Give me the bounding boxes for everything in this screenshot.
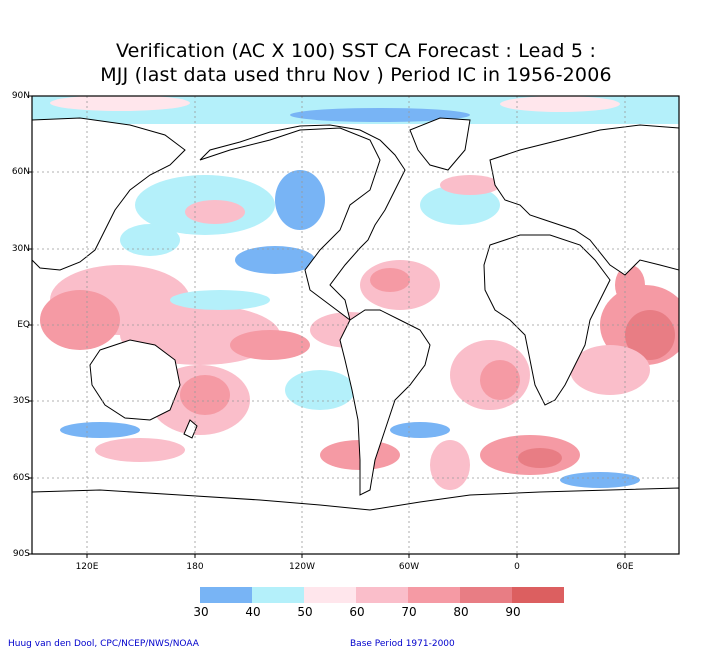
mc-warm <box>40 290 120 350</box>
credit-base-period: Base Period 1971-2000 <box>350 639 455 649</box>
npac-pink <box>185 200 245 224</box>
colorbar-tick-60: 60 <box>349 605 365 619</box>
colorbar-swatch-3 <box>304 587 356 603</box>
cpac-warm-2 <box>230 330 310 360</box>
sio-warm <box>570 345 650 395</box>
credit-author: Huug van den Dool, CPC/NCEP/NWS/NOAA <box>8 639 199 649</box>
spac-warm-2 <box>180 375 230 415</box>
coastlines <box>32 117 679 554</box>
tick-marks <box>28 95 626 558</box>
so-warm-3 <box>518 448 562 468</box>
lon-label-60e: 60E <box>616 562 634 572</box>
colorbar-tick-40: 40 <box>245 605 261 619</box>
so-warm-4 <box>95 438 185 462</box>
colorbar-swatch-4 <box>356 587 408 603</box>
africa <box>483 234 611 406</box>
satl-warm-2 <box>480 360 520 400</box>
lat-label-eq: EQ <box>17 320 30 330</box>
lat-label-90n: 90N <box>11 91 30 101</box>
lon-label-180: 180 <box>186 562 204 572</box>
so-warm-6 <box>430 440 470 490</box>
spac-light <box>285 370 355 410</box>
lat-label-60n: 60N <box>11 167 30 177</box>
colorbar-tick-90: 90 <box>505 605 521 619</box>
lon-label-120w: 120W <box>288 562 316 572</box>
colorbar-tick-50: 50 <box>297 605 313 619</box>
arabian-warm <box>615 265 645 305</box>
colorbar-tick-80: 80 <box>453 605 469 619</box>
greenland <box>409 117 471 171</box>
lon-label-120e: 120E <box>75 562 99 572</box>
npac-blue <box>235 246 315 274</box>
lat-label-90s: 90S <box>12 549 30 559</box>
colorbar-swatch-6 <box>460 587 512 603</box>
eurasia <box>489 124 679 276</box>
npac-west <box>120 224 180 256</box>
caribbean-warm <box>370 268 410 292</box>
colorbar-tick-70: 70 <box>401 605 417 619</box>
south-america <box>339 309 431 496</box>
so-blue-1 <box>60 422 140 438</box>
arctic-pink-2 <box>500 96 620 112</box>
natl-warm <box>440 175 500 195</box>
north-america <box>199 124 406 322</box>
chart-title-line1: Verification (AC X 100) SST CA Forecast … <box>115 40 597 62</box>
colorbar-swatch-1 <box>200 587 252 603</box>
io-warm-2 <box>625 310 675 360</box>
colorbar-swatch-7 <box>512 587 564 603</box>
east-asia <box>32 117 186 271</box>
colorbar-swatch-2 <box>252 587 304 603</box>
arctic-pink-1 <box>50 96 190 111</box>
chart-title-line2: MJJ (last data used thru Nov ) Period IC… <box>100 64 612 86</box>
so-blue-2 <box>390 422 450 438</box>
natl-light <box>420 185 500 225</box>
lon-label-60w: 60W <box>398 562 420 572</box>
lat-label-30n: 30N <box>11 244 30 254</box>
npac-east-blue <box>275 170 325 230</box>
australia <box>89 339 181 421</box>
arctic-blue-1 <box>290 108 470 122</box>
lat-label-30s: 30S <box>12 396 30 406</box>
lat-label-60s: 60S <box>12 473 30 483</box>
map-field <box>32 96 679 554</box>
graticule <box>32 96 679 554</box>
so-blue-3 <box>560 472 640 488</box>
colorbar-swatch-5 <box>408 587 460 603</box>
cpac-band <box>170 290 270 310</box>
lon-label-0: 0 <box>514 562 520 572</box>
new-zealand <box>183 419 198 439</box>
antarctica <box>32 487 679 554</box>
colorbar-tick-30: 30 <box>193 605 209 619</box>
